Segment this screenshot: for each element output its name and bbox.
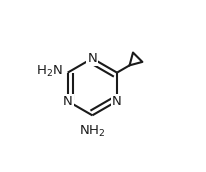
Text: $\mathregular{NH_2}$: $\mathregular{NH_2}$ [79, 124, 106, 139]
Text: $\mathregular{H_2N}$: $\mathregular{H_2N}$ [36, 64, 63, 79]
Text: N: N [88, 52, 97, 65]
Text: N: N [63, 95, 73, 108]
Text: N: N [112, 95, 122, 108]
